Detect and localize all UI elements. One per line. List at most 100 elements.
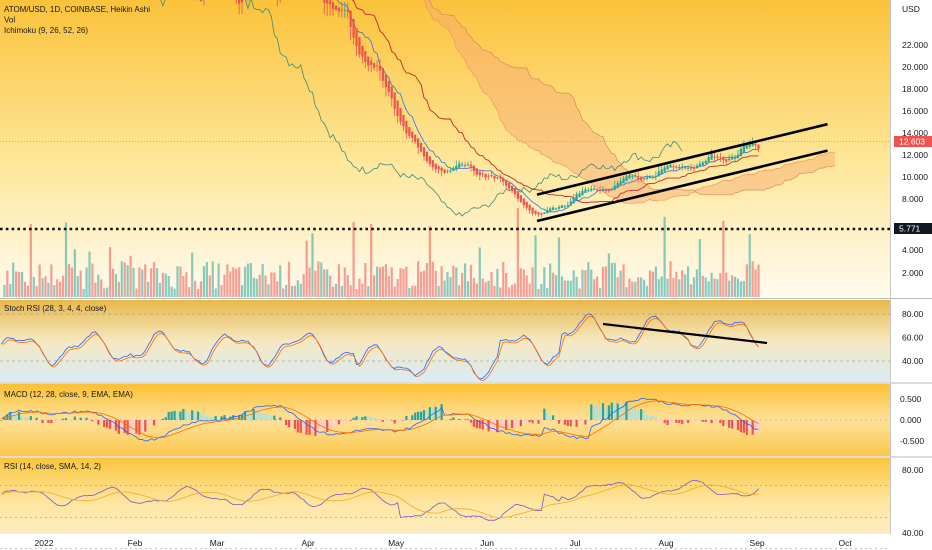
macd-histogram-bar	[150, 420, 153, 424]
price-tick-label: 12.000	[902, 150, 928, 160]
volume-bar	[185, 272, 188, 297]
ichimoku-label[interactable]: Ichimoku (9, 26, 52, 26)	[4, 26, 88, 35]
macd-histogram-bar	[596, 406, 599, 420]
macd-tick-label: 0.500	[900, 394, 922, 404]
macd-label[interactable]: MACD (12, 28, close, 9, EMA, EMA)	[4, 390, 133, 399]
macd-histogram-bar	[754, 420, 757, 435]
rsi-label[interactable]: RSI (14, close, SMA, 14, 2)	[4, 462, 101, 471]
volume-bar	[3, 284, 6, 297]
macd-histogram-bar	[434, 406, 437, 420]
macd-histogram-bar	[73, 416, 76, 420]
volume-bar	[100, 279, 103, 297]
macd-histogram-bar	[519, 420, 522, 427]
macd-histogram-bar	[522, 420, 525, 424]
macd-histogram-bar	[648, 415, 652, 420]
stoch-rsi-label[interactable]: Stoch RSI (28, 3, 4, 4, close)	[4, 304, 107, 313]
currency-label: USD	[902, 4, 920, 14]
candle-body	[596, 189, 599, 191]
candle-body	[631, 176, 634, 178]
candle-body	[525, 201, 528, 208]
macd-histogram-bar	[505, 420, 508, 431]
macd-histogram-bar	[557, 420, 561, 424]
stoch-tick-label: 40.00	[902, 356, 924, 366]
candle-body	[584, 189, 587, 194]
macd-histogram-bar	[604, 407, 608, 420]
volume-bar	[537, 288, 540, 297]
macd-histogram-bar	[411, 415, 414, 420]
volume-bar	[196, 288, 200, 297]
volume-bar	[375, 266, 379, 297]
candle-body	[384, 74, 387, 88]
support-price-value: 5.771	[899, 224, 921, 234]
candle-body	[329, 0, 332, 5]
volume-bar	[29, 223, 32, 297]
candle-body	[613, 185, 616, 190]
macd-histogram-bar	[252, 409, 255, 420]
candle-body	[572, 197, 575, 204]
volume-bar	[367, 286, 370, 297]
volume-bar	[364, 263, 367, 297]
stoch-d-line	[1, 315, 759, 382]
volume-bar	[182, 275, 185, 297]
volume-bar	[20, 271, 24, 297]
senkou-span-a-line	[424, 0, 835, 204]
volume-bar	[402, 268, 405, 297]
macd-histogram-bar	[176, 412, 179, 420]
candle-body	[731, 157, 734, 160]
candle-body	[422, 147, 426, 157]
volume-bar	[208, 275, 211, 297]
macd-histogram-bar	[375, 418, 379, 420]
symbol-title[interactable]: ATOM/USD, 1D, COINBASE, Heikin Ashi	[4, 5, 150, 14]
volume-bar	[731, 275, 734, 297]
candle-body	[560, 205, 564, 208]
macd-histogram-bar	[713, 420, 716, 423]
macd-histogram-bar	[188, 412, 191, 420]
macd-histogram-bar	[443, 419, 446, 420]
macd-histogram-bar	[619, 404, 622, 420]
candle-body	[434, 163, 437, 170]
macd-histogram-bar	[560, 420, 564, 422]
candle-body	[663, 167, 666, 172]
macd-histogram-bar	[108, 420, 112, 429]
macd-histogram-bar	[472, 420, 476, 427]
candle-body	[370, 61, 373, 65]
candle-body	[352, 18, 355, 38]
macd-histogram-bar	[707, 420, 710, 421]
macd-histogram-bar	[164, 417, 167, 420]
support-price-badge	[894, 223, 932, 234]
volume-bar	[205, 262, 208, 297]
macd-histogram-bar	[540, 420, 543, 421]
macd-histogram-bar	[437, 407, 440, 420]
volume-bar	[15, 271, 18, 297]
macd-plot	[0, 397, 890, 442]
volume-bar	[384, 264, 387, 297]
candle-body	[393, 92, 396, 109]
volume-bar	[317, 261, 320, 297]
macd-histogram-bar	[261, 413, 264, 420]
macd-histogram-bar	[103, 420, 106, 428]
volume-bar	[252, 277, 255, 297]
volume-bar	[469, 264, 473, 297]
volume-bar	[334, 283, 338, 297]
macd-histogram-bar	[590, 404, 593, 420]
macd-histogram-bar	[147, 420, 150, 429]
macd-histogram-bar	[220, 416, 223, 420]
volume-bar	[270, 272, 273, 297]
volume-bar	[173, 288, 176, 297]
macd-signal-line	[1, 400, 759, 439]
macd-histogram-bar	[91, 420, 94, 422]
volume-label[interactable]: Vol	[4, 16, 15, 25]
candle-body	[754, 143, 757, 146]
macd-histogram-bar	[223, 415, 226, 420]
volume-bar	[569, 280, 572, 297]
candle-body	[408, 127, 411, 137]
macd-histogram-bar	[214, 416, 217, 420]
volume-bar	[138, 267, 141, 297]
macd-histogram-bar	[387, 419, 390, 421]
macd-histogram-bar	[554, 419, 558, 420]
candle-body	[326, 0, 329, 4]
candle-body	[411, 131, 414, 138]
volume-bar	[572, 270, 575, 297]
macd-histogram-bar	[651, 416, 655, 420]
macd-histogram-bar	[408, 418, 411, 420]
